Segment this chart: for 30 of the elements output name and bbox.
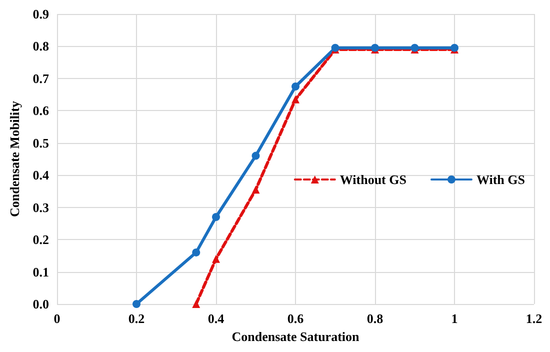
point: [192, 300, 200, 308]
y-tick-label: 0.5: [32, 135, 50, 150]
point: [132, 300, 140, 308]
x-tick-label: 0.8: [366, 311, 384, 326]
x-axis-title: Condensate Saturation: [232, 329, 360, 344]
y-tick-label: 0.2: [32, 232, 49, 248]
x-tick-label: 0.2: [128, 311, 145, 326]
point: [292, 95, 300, 104]
x-tick-label: 0: [54, 311, 60, 326]
y-tick-label: 0.8: [32, 38, 50, 54]
point: [292, 82, 300, 90]
point: [252, 152, 260, 160]
x-tick-label: 0.6: [287, 311, 304, 326]
point: [212, 213, 220, 221]
y-axis-title: Condensate Mobility: [7, 100, 22, 217]
x-tick-label: 1.2: [526, 311, 542, 326]
y-tick-label: 0.9: [32, 6, 50, 22]
y-tick-label: 0.6: [32, 103, 50, 118]
legend-label: With GS: [476, 172, 526, 187]
y-tick-label: 0.4: [32, 168, 50, 183]
x-tick-label: 1: [451, 311, 458, 326]
point: [252, 186, 260, 194]
y-tick-label: 0.7: [32, 70, 50, 86]
x-tick-label: 0.4: [208, 311, 225, 326]
y-tick-label: 0.1: [32, 264, 49, 280]
point: [212, 254, 220, 263]
y-tick-label: 0.0: [32, 296, 49, 312]
legend-label: Without GS: [340, 172, 406, 187]
point: [192, 248, 200, 256]
y-tick-label: 0.3: [32, 200, 50, 215]
